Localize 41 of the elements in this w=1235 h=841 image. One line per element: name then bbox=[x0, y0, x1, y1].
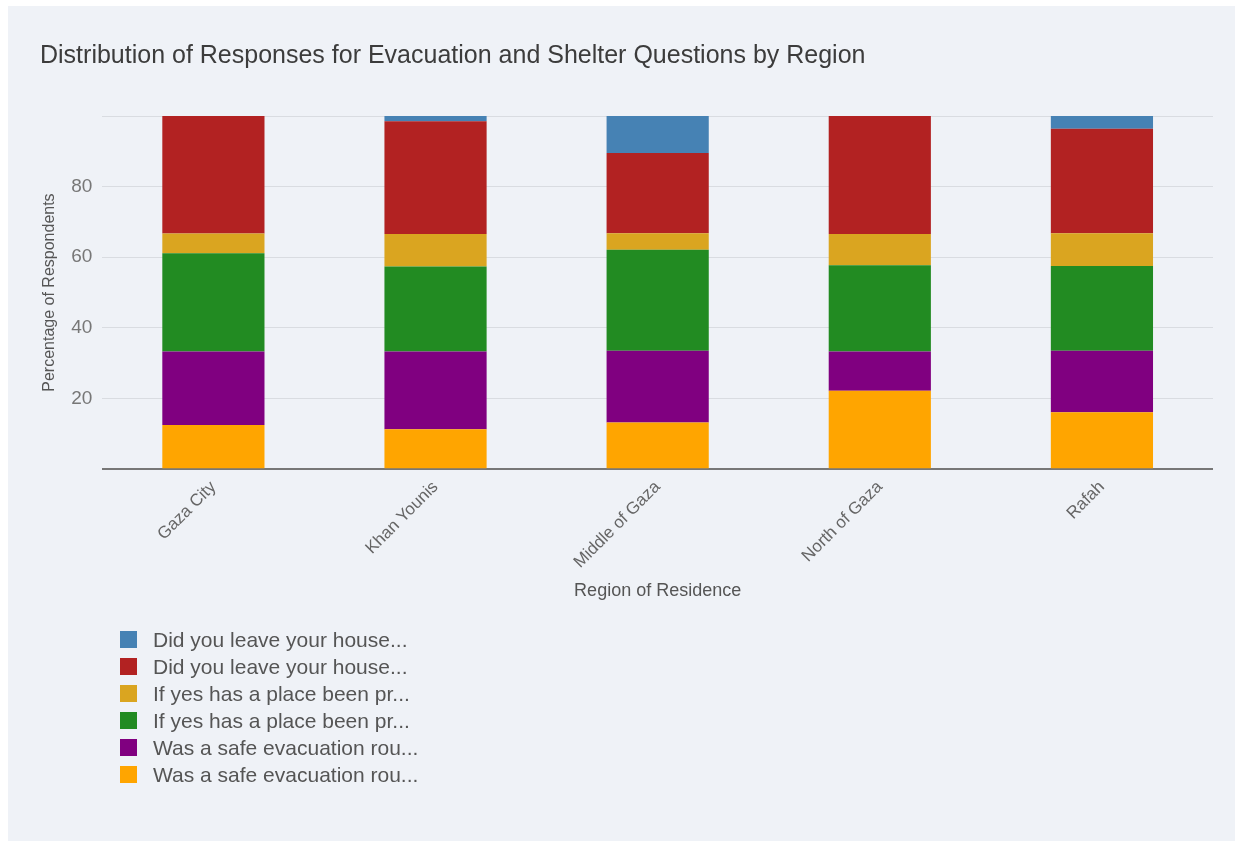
bar bbox=[162, 424, 265, 469]
bar bbox=[606, 350, 709, 423]
bar bbox=[606, 422, 709, 469]
y-tick-label: 80 bbox=[71, 174, 93, 196]
x-axis-title: Region of Residence bbox=[574, 580, 742, 601]
bar bbox=[384, 121, 487, 234]
legend-label: Did you leave your house... bbox=[153, 654, 408, 679]
bar bbox=[384, 429, 487, 469]
bar bbox=[828, 265, 931, 352]
bar bbox=[606, 233, 709, 250]
bar bbox=[384, 266, 487, 352]
bar bbox=[1050, 412, 1154, 469]
bar bbox=[606, 153, 709, 234]
bar bbox=[384, 116, 487, 122]
chart-title: Distribution of Responses for Evacuation and Shelter Questions by Region bbox=[40, 40, 866, 69]
bar bbox=[1050, 350, 1154, 413]
y-axis-title: Percentage of Respondents bbox=[40, 193, 58, 392]
legend-label: Did you leave your house... bbox=[153, 627, 408, 652]
bar bbox=[162, 253, 265, 352]
bar bbox=[162, 116, 265, 234]
y-tick-label: 60 bbox=[71, 245, 93, 267]
bar bbox=[828, 233, 931, 266]
bar bbox=[1050, 116, 1154, 129]
y-tick-label: 20 bbox=[71, 386, 93, 408]
bar bbox=[1050, 266, 1154, 351]
legend-label: Was a safe evacuation rou... bbox=[153, 735, 419, 760]
bar bbox=[828, 351, 931, 391]
bar bbox=[828, 390, 931, 469]
bar bbox=[384, 233, 487, 267]
bar bbox=[1050, 128, 1154, 234]
bar bbox=[162, 351, 265, 425]
bar bbox=[1050, 233, 1154, 267]
bar bbox=[606, 249, 709, 351]
y-tick-label: 40 bbox=[71, 316, 93, 338]
bar bbox=[162, 233, 265, 254]
bar bbox=[828, 116, 931, 234]
legend-label: If yes has a place been pr... bbox=[153, 681, 410, 706]
bar bbox=[606, 116, 709, 154]
bar bbox=[384, 351, 487, 430]
legend-label: If yes has a place been pr... bbox=[153, 708, 410, 733]
legend-label: Was a safe evacuation rou... bbox=[153, 762, 419, 787]
